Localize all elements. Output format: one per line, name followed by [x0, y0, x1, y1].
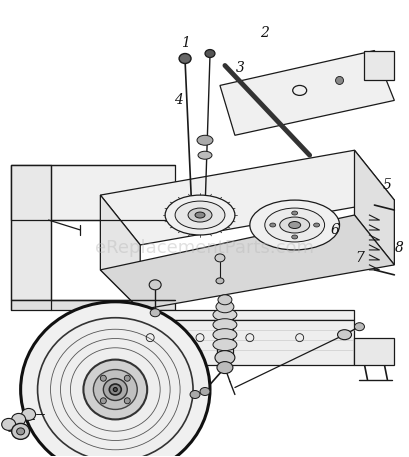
Ellipse shape: [113, 388, 117, 392]
Ellipse shape: [313, 223, 319, 227]
Ellipse shape: [93, 370, 137, 409]
Ellipse shape: [216, 361, 232, 373]
Text: 6: 6: [329, 223, 338, 237]
Ellipse shape: [218, 295, 231, 305]
Ellipse shape: [197, 135, 212, 145]
Ellipse shape: [216, 278, 223, 284]
Ellipse shape: [354, 323, 364, 331]
Polygon shape: [354, 150, 393, 265]
Polygon shape: [100, 320, 354, 365]
Ellipse shape: [214, 351, 234, 365]
Text: 1: 1: [180, 36, 189, 49]
Ellipse shape: [212, 309, 236, 321]
Ellipse shape: [291, 235, 297, 239]
Polygon shape: [100, 215, 393, 310]
Polygon shape: [11, 300, 175, 310]
Ellipse shape: [100, 398, 106, 404]
Ellipse shape: [212, 339, 236, 351]
Ellipse shape: [212, 329, 236, 340]
Ellipse shape: [20, 302, 209, 457]
Ellipse shape: [198, 151, 211, 159]
Ellipse shape: [109, 384, 121, 395]
Ellipse shape: [11, 414, 25, 425]
Ellipse shape: [200, 388, 209, 395]
Text: 8: 8: [394, 241, 403, 255]
Polygon shape: [100, 195, 140, 310]
Text: eReplacementParts.com: eReplacementParts.com: [95, 239, 314, 257]
Ellipse shape: [11, 423, 29, 439]
Ellipse shape: [124, 398, 130, 404]
Ellipse shape: [269, 223, 275, 227]
Ellipse shape: [195, 212, 204, 218]
Ellipse shape: [17, 428, 25, 435]
Ellipse shape: [149, 280, 161, 290]
Polygon shape: [364, 51, 393, 80]
Ellipse shape: [249, 200, 339, 250]
Ellipse shape: [212, 319, 236, 331]
Ellipse shape: [190, 390, 200, 399]
Text: 5: 5: [382, 178, 391, 192]
Ellipse shape: [83, 360, 147, 420]
Ellipse shape: [150, 309, 160, 317]
Ellipse shape: [337, 329, 351, 340]
Ellipse shape: [38, 318, 193, 457]
Ellipse shape: [124, 375, 130, 381]
Ellipse shape: [22, 409, 36, 420]
Ellipse shape: [179, 53, 191, 64]
Ellipse shape: [204, 49, 214, 58]
Ellipse shape: [291, 211, 297, 215]
Polygon shape: [100, 150, 393, 245]
Ellipse shape: [288, 222, 300, 228]
Ellipse shape: [165, 195, 234, 235]
Ellipse shape: [279, 217, 309, 233]
Ellipse shape: [103, 378, 127, 400]
Text: 2: 2: [260, 26, 269, 40]
Ellipse shape: [264, 208, 324, 242]
Ellipse shape: [100, 375, 106, 381]
Polygon shape: [216, 310, 232, 355]
Polygon shape: [354, 338, 393, 365]
Ellipse shape: [216, 301, 233, 313]
Polygon shape: [100, 310, 354, 320]
Polygon shape: [11, 165, 50, 300]
Ellipse shape: [214, 254, 225, 262]
Polygon shape: [11, 165, 175, 220]
Text: 4: 4: [173, 93, 182, 107]
Text: 3: 3: [235, 62, 244, 75]
Ellipse shape: [188, 208, 211, 222]
Text: 7: 7: [354, 251, 363, 265]
Ellipse shape: [175, 201, 225, 229]
Ellipse shape: [2, 419, 16, 430]
Ellipse shape: [335, 76, 343, 85]
Polygon shape: [219, 51, 393, 135]
